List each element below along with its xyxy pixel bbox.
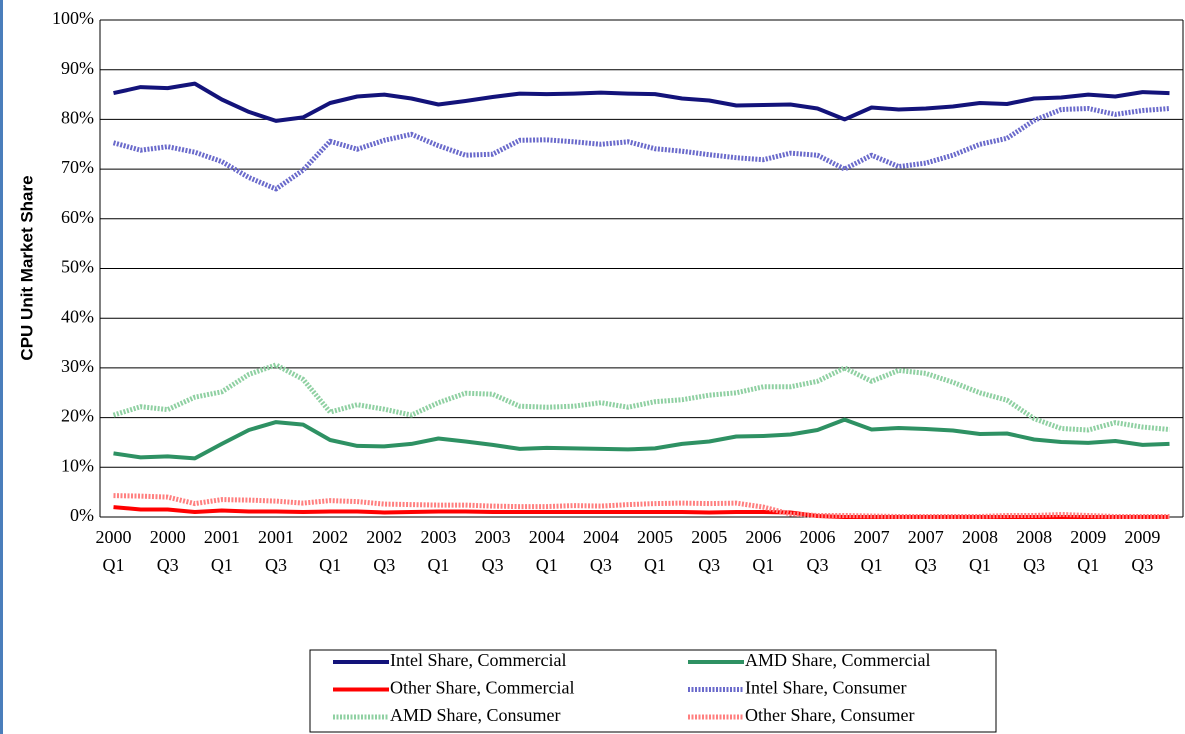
x-tick-label: 2004 Q3 <box>583 527 619 575</box>
x-tick-label: 2003 Q1 <box>420 527 456 575</box>
legend-label: Other Share, Consumer <box>745 705 914 725</box>
x-tick-label: 2007 Q1 <box>854 527 890 575</box>
y-tick-label: 10% <box>61 455 94 475</box>
x-tick-label: 2005 Q1 <box>637 527 673 575</box>
x-tick-label: 2008 Q1 <box>962 527 998 575</box>
x-tick-label: 2000 Q1 <box>96 527 132 575</box>
y-tick-label: 70% <box>61 157 94 177</box>
x-tick-label: 2009 Q1 <box>1070 527 1106 575</box>
series-line <box>112 106 1170 192</box>
x-tick-label: 2008 Q3 <box>1016 527 1052 575</box>
x-tick-label: 2007 Q3 <box>908 527 944 575</box>
series-line <box>113 493 1170 519</box>
y-tick-label: 80% <box>61 108 94 128</box>
x-tick-label: 2001 Q1 <box>204 527 240 575</box>
x-tick-label: 2003 Q3 <box>475 527 511 575</box>
x-tick-label: 2000 Q3 <box>150 527 186 575</box>
x-tick-label: 2004 Q1 <box>529 527 565 575</box>
x-tick-label: 2009 Q3 <box>1124 527 1160 575</box>
y-tick-label: 90% <box>61 58 94 78</box>
legend-label: AMD Share, Commercial <box>745 650 930 670</box>
legend-box <box>309 649 997 733</box>
y-tick-label: 20% <box>61 406 94 426</box>
legend-label: AMD Share, Consumer <box>390 705 560 725</box>
y-axis-label: CPU Unit Market Share <box>17 175 36 360</box>
x-tick-label: 2006 Q1 <box>745 527 781 575</box>
y-tick-label: 50% <box>61 257 94 277</box>
x-tick-label: 2001 Q3 <box>258 527 294 575</box>
legend-label: Intel Share, Consumer <box>745 678 906 698</box>
x-tick-label: 2006 Q3 <box>799 527 835 575</box>
y-tick-label: 100% <box>52 8 94 28</box>
y-tick-label: 0% <box>70 505 94 525</box>
legend-label: Other Share, Commercial <box>390 678 574 698</box>
x-tick-label: 2002 Q3 <box>366 527 402 575</box>
y-tick-label: 30% <box>61 356 94 376</box>
x-tick-label: 2005 Q3 <box>691 527 727 575</box>
x-tick-label: 2002 Q1 <box>312 527 348 575</box>
legend-label: Intel Share, Commercial <box>390 650 566 670</box>
y-tick-label: 60% <box>61 207 94 227</box>
frame-edge <box>0 0 3 734</box>
series-line <box>113 81 1170 123</box>
series-line <box>113 417 1170 461</box>
series-line <box>112 362 1170 433</box>
y-tick-label: 40% <box>61 306 94 326</box>
